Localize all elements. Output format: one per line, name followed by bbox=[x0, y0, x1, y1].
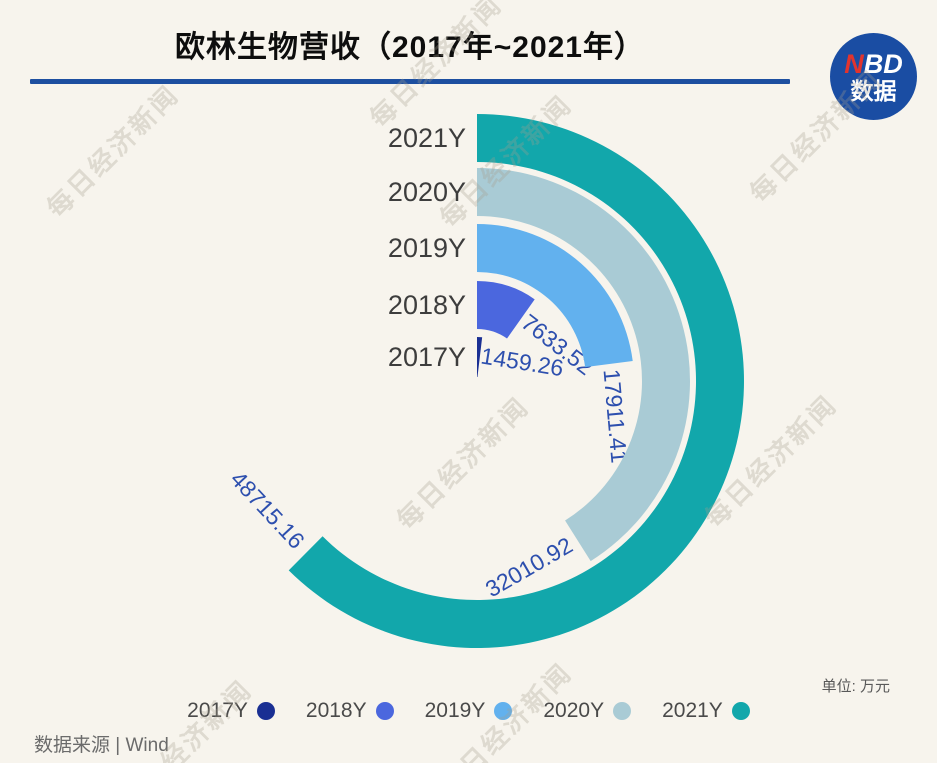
legend-label: 2018Y bbox=[305, 699, 367, 722]
legend-dot bbox=[613, 702, 632, 720]
value-label-2021y: 48715.16 bbox=[225, 466, 309, 554]
unit-label: 单位: 万元 bbox=[821, 678, 890, 695]
legend-dot bbox=[731, 702, 750, 720]
nbd-logo-n: N bbox=[844, 49, 864, 80]
nbd-logo-text: NBD bbox=[844, 50, 903, 78]
nbd-logo-bd: BD bbox=[863, 49, 903, 80]
category-label-2021y: 2021Y bbox=[388, 123, 466, 153]
title-underline bbox=[30, 79, 790, 84]
arc-2021y bbox=[288, 114, 744, 648]
legend-label: 2020Y bbox=[543, 699, 605, 722]
legend-dot bbox=[375, 702, 394, 720]
legend-dot bbox=[494, 702, 513, 720]
category-label-2020y: 2020Y bbox=[388, 177, 466, 207]
legend-item-2019y: 2019Y bbox=[425, 699, 513, 723]
legend-label: 2017Y bbox=[187, 699, 248, 722]
legend-item-2018y: 2018Y bbox=[306, 699, 394, 723]
arc-2017y bbox=[477, 336, 483, 378]
chart-legend: 2017Y 2018Y 2019Y 2020Y 2021Y bbox=[0, 699, 937, 723]
arc-2020y bbox=[477, 168, 691, 562]
category-label-2019y: 2019Y bbox=[388, 233, 466, 263]
category-label-2017y: 2017Y bbox=[388, 342, 466, 372]
legend-item-2021y: 2021Y bbox=[662, 699, 750, 723]
legend-item-2020y: 2020Y bbox=[543, 699, 632, 723]
nbd-logo: NBD 数据 bbox=[830, 33, 917, 120]
data-source-label: 数据来源 | Wind bbox=[34, 735, 169, 756]
nbd-logo-subtext: 数据 bbox=[850, 77, 897, 104]
legend-item-2017y: 2017Y bbox=[187, 699, 275, 723]
legend-label: 2019Y bbox=[424, 699, 486, 722]
arc-2019y bbox=[477, 224, 633, 368]
page-title: 欧林生物营收（2017年~2021年） bbox=[175, 31, 645, 64]
chart-header: 欧林生物营收（2017年~2021年） bbox=[30, 22, 790, 84]
category-label-2018y: 2018Y bbox=[388, 290, 466, 320]
legend-label: 2021Y bbox=[662, 699, 723, 722]
legend-dot bbox=[256, 702, 275, 720]
arc-2018y bbox=[477, 281, 535, 339]
